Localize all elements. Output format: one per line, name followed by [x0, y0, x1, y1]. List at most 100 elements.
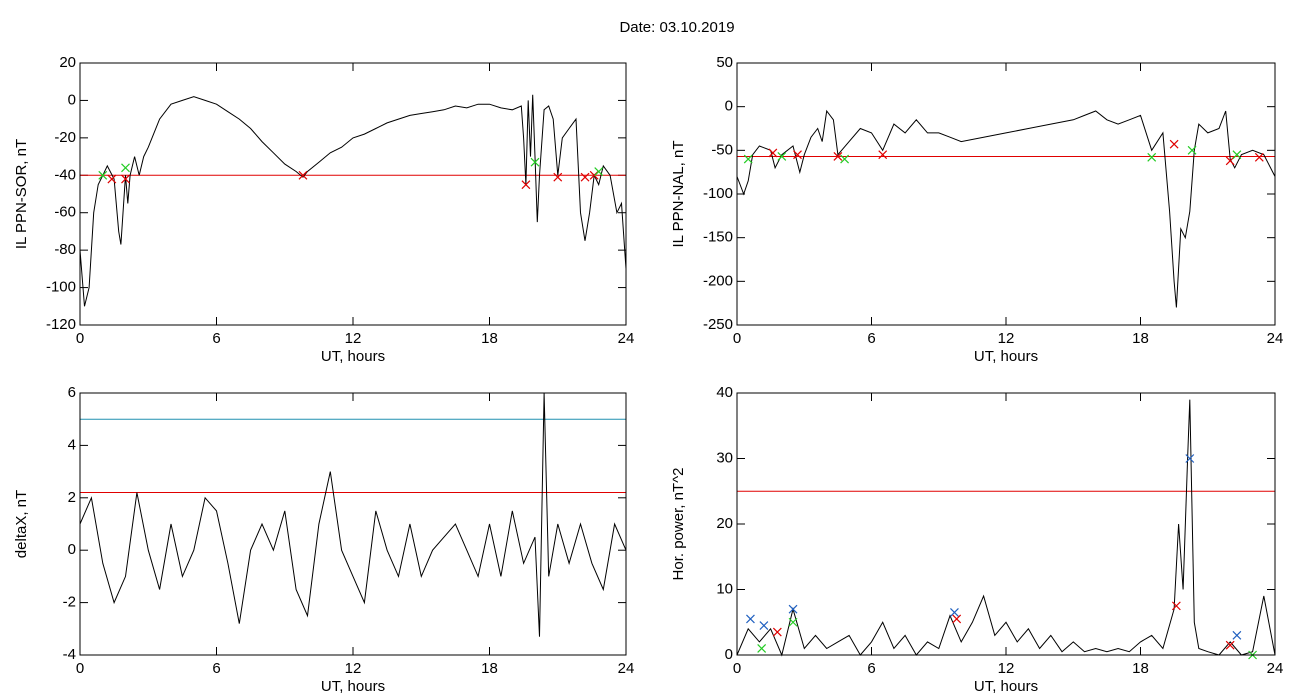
plot-frame — [736, 392, 1276, 656]
y-tick-label: -20 — [54, 129, 76, 146]
event-marker — [1187, 145, 1197, 155]
event-marker — [1254, 152, 1264, 162]
data-line — [736, 399, 1276, 657]
y-tick-label: 0 — [725, 646, 733, 663]
x-tick-label: 6 — [212, 330, 220, 347]
x-tick-label: 6 — [867, 660, 875, 677]
event-marker — [594, 167, 604, 176]
event-marker — [878, 150, 888, 160]
plot-frame — [79, 392, 627, 656]
y-tick-label: -50 — [711, 141, 733, 158]
panel: -120 -100 -80 -60 -40 -20 0 20 0 6 12 18 24 UT, hours… — [13, 54, 634, 365]
y-tick-label: 4 — [68, 436, 76, 453]
y-tick-label: 20 — [59, 54, 76, 71]
x-tick-label: 24 — [618, 330, 635, 347]
y-axis-label: IL PPN-NAL, nT — [670, 141, 687, 248]
y-tick-label: -200 — [703, 272, 733, 289]
event-marker — [746, 614, 755, 624]
x-axis-label: UT, hours — [321, 348, 385, 365]
y-axis-label: IL PPN-SOR, nT — [13, 139, 30, 249]
event-marker — [788, 617, 798, 627]
data-line — [79, 94, 627, 307]
event-marker — [833, 152, 843, 161]
y-tick-label: 2 — [68, 489, 76, 506]
event-marker — [121, 163, 130, 173]
y-tick-label: -150 — [703, 229, 733, 246]
y-axis-label: Hor. power, nT^2 — [670, 468, 687, 581]
figure-title: Date: 03.10.2019 — [619, 19, 734, 36]
event-marker — [777, 152, 787, 161]
event-marker — [772, 627, 782, 637]
event-marker — [521, 180, 531, 190]
event-marker — [553, 172, 563, 182]
y-tick-label: -250 — [703, 316, 733, 333]
event-marker — [1225, 640, 1235, 650]
event-marker — [121, 174, 130, 184]
y-tick-label: -40 — [54, 166, 76, 183]
y-tick-label: -120 — [46, 316, 76, 333]
x-tick-label: 18 — [481, 330, 498, 347]
x-tick-label: 18 — [1132, 660, 1149, 677]
x-tick-label: 18 — [481, 660, 498, 677]
event-marker — [530, 157, 540, 167]
x-tick-label: 24 — [1267, 660, 1284, 677]
plot-frame — [79, 62, 627, 326]
x-tick-label: 18 — [1132, 330, 1149, 347]
event-marker — [950, 608, 959, 617]
x-tick-label: 0 — [733, 330, 741, 347]
y-axis-label: deltaX, nT — [13, 490, 30, 558]
event-marker — [788, 604, 798, 614]
event-marker — [1232, 150, 1242, 160]
event-marker — [757, 644, 767, 653]
y-tick-label: 10 — [716, 580, 733, 597]
y-tick-label: -100 — [703, 185, 733, 202]
event-marker — [743, 154, 753, 164]
event-marker — [1185, 454, 1195, 463]
x-tick-label: 6 — [212, 660, 220, 677]
panel: -250 -200 -150 -100 -50 0 50 0 6 12 18 24 UT, hours I… — [670, 54, 1283, 365]
y-tick-label: 0 — [725, 98, 733, 115]
event-marker — [580, 172, 590, 182]
x-tick-label: 12 — [345, 330, 362, 347]
x-tick-label: 24 — [618, 660, 635, 677]
y-tick-label: -80 — [54, 241, 76, 258]
event-marker — [98, 170, 108, 180]
x-axis-label: UT, hours — [974, 678, 1038, 695]
y-tick-label: -100 — [46, 279, 76, 296]
data-line — [79, 392, 627, 637]
x-tick-label: 6 — [867, 330, 875, 347]
event-marker — [759, 621, 769, 630]
x-axis-label: UT, hours — [321, 678, 385, 695]
x-axis-label: UT, hours — [974, 348, 1038, 365]
y-tick-label: 0 — [68, 541, 76, 558]
y-tick-label: -60 — [54, 204, 76, 221]
y-tick-label: -2 — [63, 594, 76, 611]
plot-frame — [736, 62, 1276, 326]
y-tick-label: -4 — [63, 646, 76, 663]
event-marker — [298, 170, 308, 180]
y-tick-label: 20 — [716, 515, 733, 532]
y-tick-label: 30 — [716, 449, 733, 466]
event-marker — [952, 614, 962, 624]
event-marker — [1171, 601, 1181, 611]
x-tick-label: 12 — [998, 330, 1015, 347]
x-tick-label: 24 — [1267, 330, 1284, 347]
event-marker — [1147, 152, 1157, 162]
x-tick-label: 0 — [76, 660, 84, 677]
data-line — [736, 109, 1276, 308]
event-marker — [768, 148, 778, 158]
event-marker — [793, 150, 802, 160]
y-tick-label: 50 — [716, 54, 733, 71]
event-marker — [107, 174, 117, 184]
event-marker — [840, 154, 850, 164]
event-marker — [1169, 139, 1179, 149]
y-tick-label: 6 — [68, 384, 76, 401]
y-tick-label: 40 — [716, 384, 733, 401]
panel: 0 10 20 30 40 0 6 12 18 24 UT, hours Hor. power, nT… — [670, 384, 1283, 695]
event-marker — [1232, 630, 1242, 640]
x-tick-label: 0 — [76, 330, 84, 347]
x-tick-label: 12 — [998, 660, 1015, 677]
y-tick-label: 0 — [68, 91, 76, 108]
